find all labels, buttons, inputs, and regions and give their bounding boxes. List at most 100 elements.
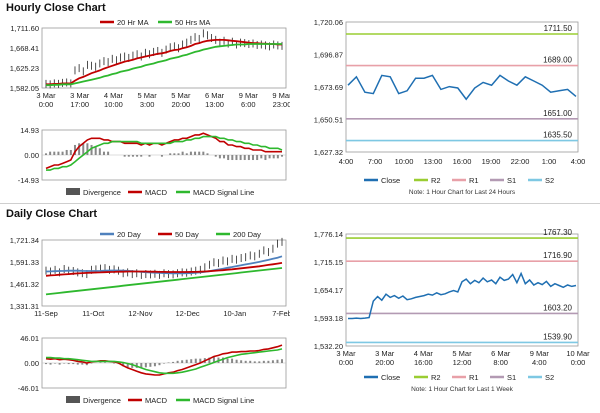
daily-line-xtick-label: 6 Mar [491,349,511,358]
hourly-line-xtick-label: 4:00 [571,157,586,166]
daily-macd-ytick-label: 0.00 [24,359,39,368]
daily-macd-legend-label: MACD [145,396,168,405]
hourly-xtick-label: 13:00 [205,100,224,109]
hourly-xtick-label: 23:00 [273,100,290,109]
hourly-ma20-line [46,38,282,86]
daily-ytick-label: 1,331.31 [10,302,39,311]
daily-line-ytick-label: 1,532.20 [314,342,343,351]
hourly-line-ytick-label: 1,627.32 [314,148,343,157]
hourly-divergence-legend-label: Divergence [83,188,121,197]
daily-r1-level-label: 1716.90 [543,251,572,260]
hourly-xtick-label: 9 Mar [272,91,290,100]
daily-divergence-legend-label: Divergence [83,396,121,405]
hourly-macd-chart: 14.93 0.00 -14.93 Divergence MACD MACD Signal… [18,126,287,197]
daily-line-xtick-label: 16:00 [414,358,433,367]
daily-line-xtick-label: 3 Mar [375,349,395,358]
daily-r2-level-label: 1767.30 [543,228,572,237]
hourly-s1-level-label: 1651.00 [543,109,572,118]
hourly-ytick-label: 1,668.41 [10,44,39,53]
hourly-line-xtick-label: 22:00 [511,157,530,166]
hourly-pivot-chart: 1,720.06 1,696.87 1,673.69 1,650.51 1,627.32… [314,18,586,196]
hourly-macd-ytick-label: 14.93 [20,126,39,135]
hourly-signal-legend-label: MACD Signal Line [193,188,254,197]
daily-ytick-label: 1,461.32 [10,280,39,289]
hourly-close-line [347,74,577,101]
hourly-ytick-label: 1,625.23 [10,64,39,73]
hourly-macd-line [45,132,282,170]
hourly-close-legend-label: Close [381,176,400,185]
hourly-divergence-legend-swatch [66,188,80,195]
hourly-xtick-label: 20:00 [171,100,190,109]
daily-r1-legend-label: R1 [469,373,479,382]
daily-ma50-line [45,262,283,277]
hourly-line-xtick-label: 4:00 [339,157,354,166]
daily-line-xtick-label: 4 Mar [414,349,434,358]
daily-line-xtick-label: 5 Mar [452,349,472,358]
daily-macd-chart: 46.01 0.00 -46.01 Divergence MACD MACD Signal… [18,334,287,405]
hourly-macd-ytick-label: 0.00 [24,151,39,160]
hourly-chart-note: Note: 1 Hour Chart for Last 24 Hours [409,189,516,196]
hourly-line-plot-area [345,21,579,153]
hourly-xtick-label: 3:00 [140,100,155,109]
hourly-line-xtick-label: 16:00 [453,157,472,166]
daily-line-ytick-label: 1,593.18 [314,314,343,323]
hourly-line-xtick-label: 13:00 [424,157,443,166]
daily-s2-level-label: 1539.90 [543,332,572,341]
section-divider [0,203,600,204]
daily-line-xtick-label: 8:00 [493,358,508,367]
daily-s2-legend-label: S2 [545,373,554,382]
daily-line-xtick-label: 10 Mar [566,349,590,358]
hourly-xtick-label: 17:00 [70,100,89,109]
daily-xtick-label: 12-Dec [176,309,200,318]
daily-s1-level-label: 1603.20 [543,303,572,312]
daily-close-line [348,271,577,320]
hourly-r1-level-label: 1689.00 [543,56,572,65]
hourly-price-chart: 1,711.601,668.411,625.231,582.053 Mar0:0… [10,18,290,109]
daily-ytick-label: 1,721.34 [10,236,39,245]
hourly-ytick-label: 1,711.60 [10,24,39,33]
hourly-xtick-label: 9 Mar [239,91,259,100]
hourly-r2-legend-label: R2 [431,176,441,185]
daily-chart-note: Note: 1 Hour Chart for Last 1 Week [411,386,514,393]
hourly-xtick-label: 6:00 [241,100,256,109]
hourly-s1-legend-label: S1 [507,176,516,185]
daily-line-xtick-label: 9 Mar [530,349,550,358]
hourly-s2-level-label: 1635.50 [543,131,572,140]
daily-line-ytick-label: 1,715.15 [314,258,343,267]
daily-line-plot-area [345,233,579,347]
hourly-xtick-label: 0:00 [39,100,54,109]
daily-divergence-legend-swatch [66,396,80,403]
hourly-ma50-line [46,43,282,87]
hourly-macd-ytick-label: -14.93 [18,176,39,185]
daily-ma200-line [45,267,283,296]
hourly-line-xtick-label: 1:00 [542,157,557,166]
hourly-macd-legend-label: MACD [145,188,168,197]
hourly-line-ytick-label: 1,650.51 [314,116,343,125]
hourly-xtick-label: 5 Mar [171,91,191,100]
hourly-xtick-label: 10:00 [104,100,123,109]
daily-xtick-label: 7-Feb [272,309,290,318]
daily-line-xtick-label: 0:00 [339,358,354,367]
daily-line-xtick-label: 0:00 [571,358,586,367]
daily-signal-line [46,348,283,375]
daily-section-title: Daily Close Chart [6,208,98,220]
hourly-r1-legend-label: R1 [469,176,479,185]
daily-line-ytick-label: 1,776.14 [314,230,343,239]
hourly-xtick-label: 6 Mar [205,91,225,100]
hourly-line-ytick-label: 1,720.06 [314,18,343,27]
hourly-line-xtick-label: 19:00 [482,157,501,166]
hourly-line-ytick-label: 1,696.87 [314,51,343,60]
daily-ma50-legend-label: 50 Day [175,230,199,239]
hourly-xtick-label: 5 Mar [138,91,158,100]
daily-line-ytick-label: 1,654.17 [314,286,343,295]
hourly-xtick-label: 3 Mar [70,91,90,100]
daily-xtick-label: 11-Sep [34,309,58,318]
daily-ytick-label: 1,591.33 [10,258,39,267]
hourly-section-title: Hourly Close Chart [6,2,106,14]
hourly-xtick-label: 4 Mar [104,91,124,100]
daily-line-xtick-label: 20:00 [375,358,394,367]
daily-xtick-label: 12-Nov [128,309,152,318]
daily-xtick-label: 10-Jan [223,309,246,318]
hourly-signal-line [46,135,283,171]
